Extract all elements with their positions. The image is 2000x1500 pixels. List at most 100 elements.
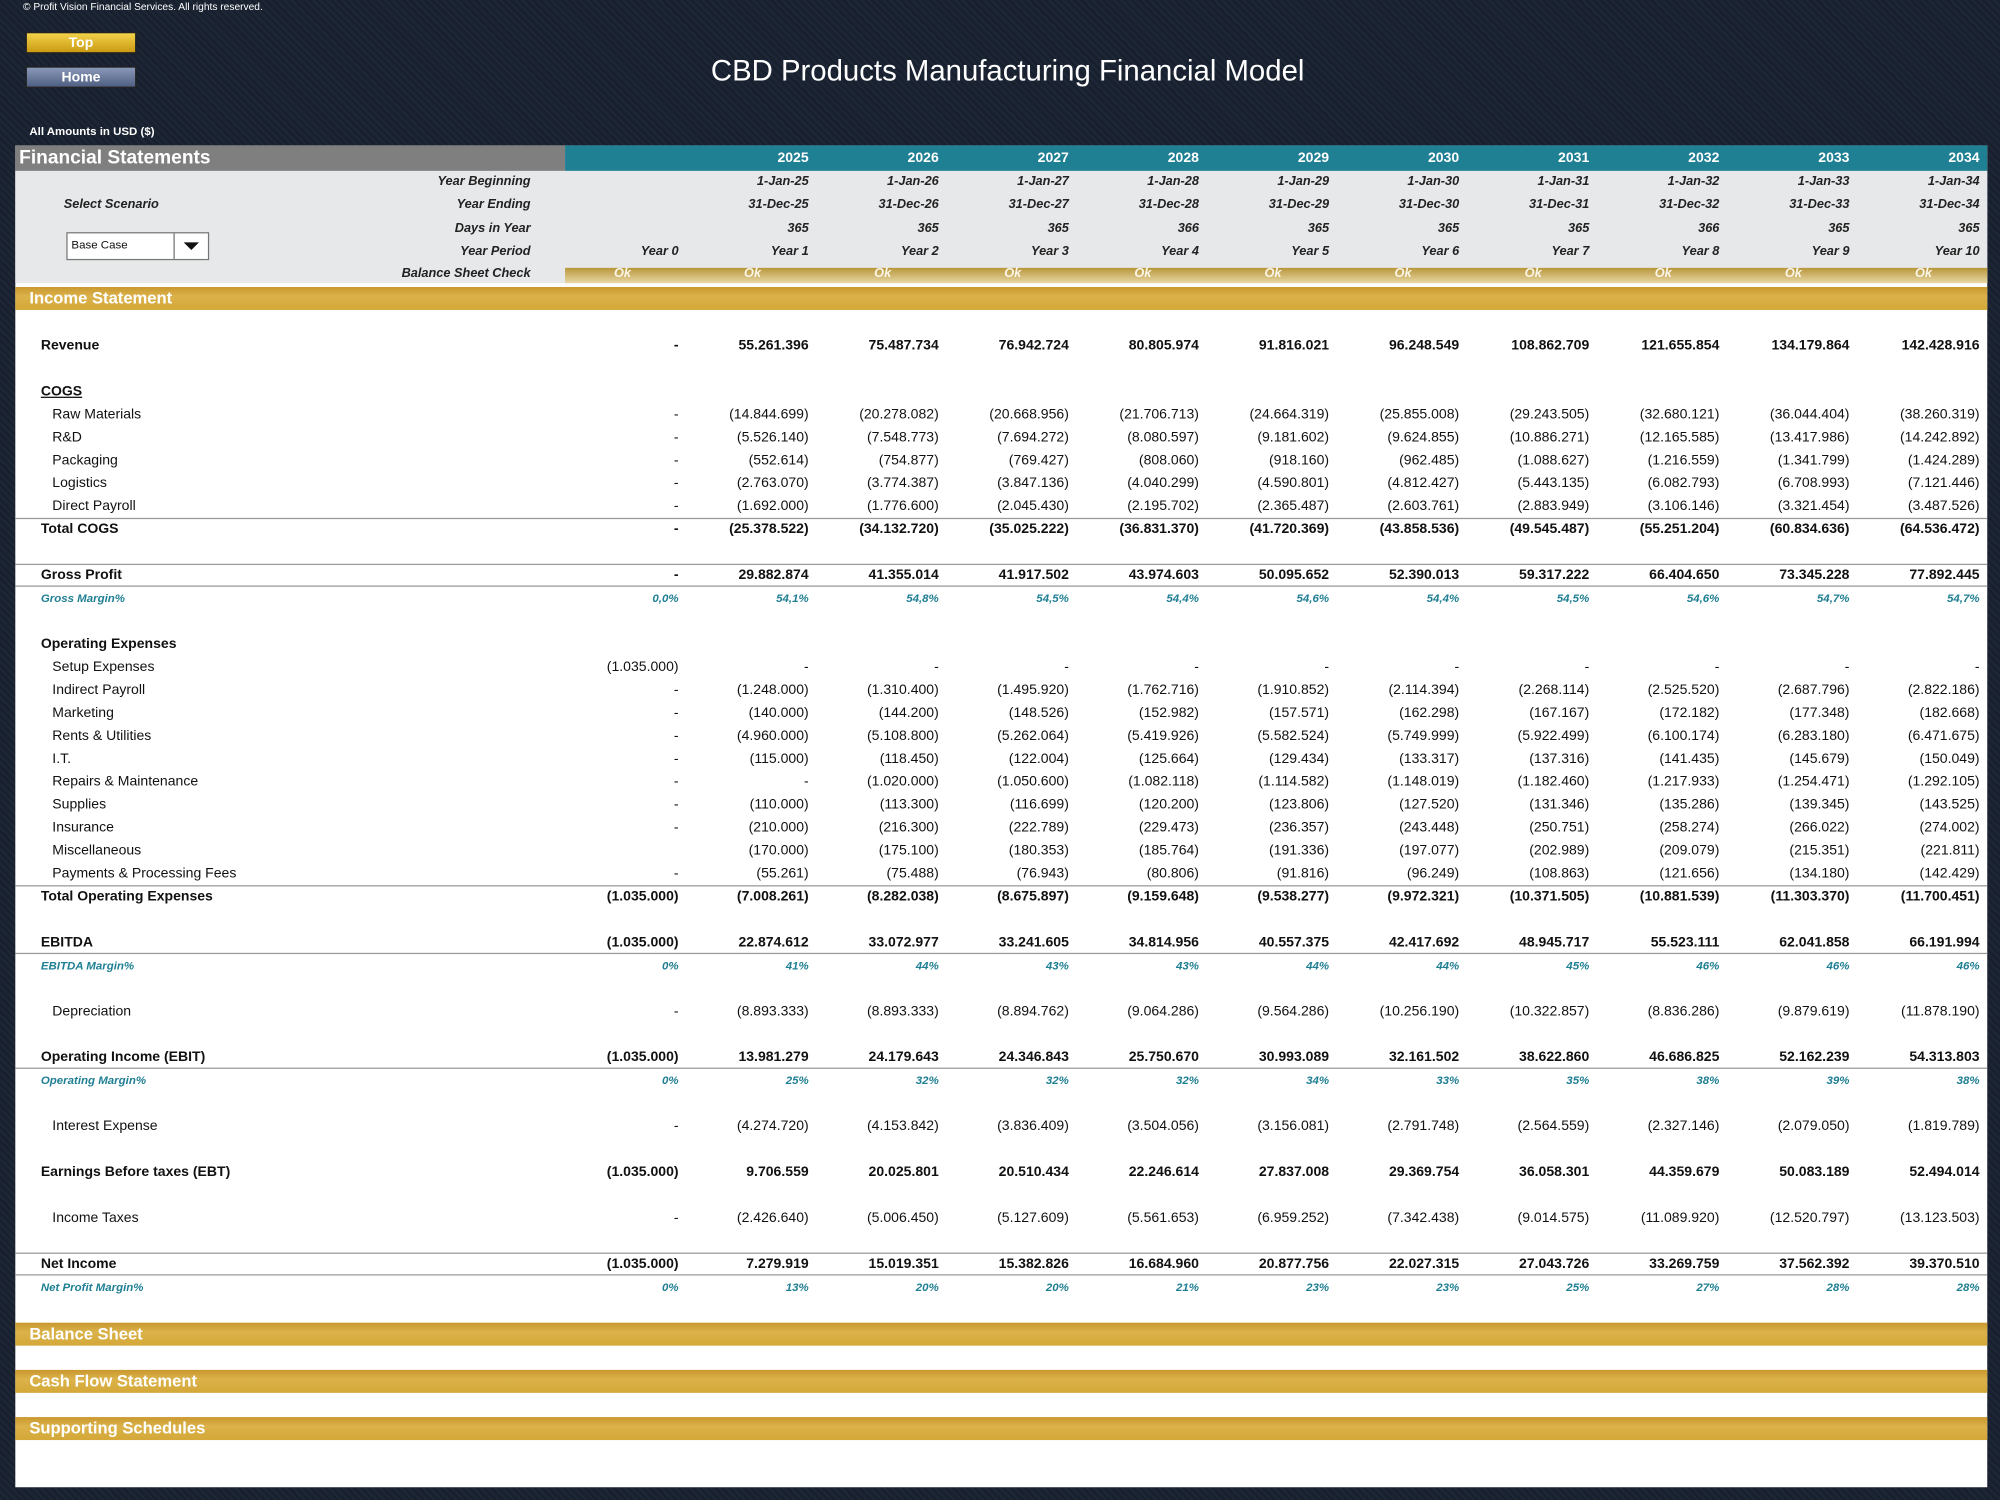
row-value: 15.019.351 xyxy=(868,1256,939,1272)
year-period: Year 4 xyxy=(1161,244,1199,259)
row-value: (5.443.135) xyxy=(1517,475,1590,492)
row-value: (5.526.140) xyxy=(736,429,809,446)
row-value: (1.341.799) xyxy=(1777,452,1850,469)
sheet xyxy=(15,145,1988,1488)
section-bar[interactable]: Supporting Schedules xyxy=(15,1417,1988,1441)
row-value: 44% xyxy=(1436,959,1460,972)
row-value: (1.035.000) xyxy=(606,934,679,951)
row-value: (8.675.897) xyxy=(997,889,1069,905)
row-value: (962.485) xyxy=(1399,452,1460,469)
income-statement-bar[interactable]: Income Statement xyxy=(15,286,1988,310)
row-value: - xyxy=(1324,659,1330,675)
row-value: (10.881.539) xyxy=(1639,889,1720,905)
section-bar[interactable]: Balance Sheet xyxy=(15,1322,1988,1346)
row-value: - xyxy=(1064,659,1069,675)
row-value: (1.254.471) xyxy=(1777,774,1850,790)
row-value: (1.148.019) xyxy=(1387,774,1460,790)
row-value: (135.286) xyxy=(1659,797,1720,813)
row-label: Net Profit Margin% xyxy=(40,1280,144,1294)
row-label: Earnings Before taxes (EBT) xyxy=(40,1164,231,1180)
year-header: 2032 xyxy=(1688,150,1720,166)
row-value: 54,1% xyxy=(776,591,809,605)
row-value: 54,4% xyxy=(1426,591,1460,605)
row-value: (80.806) xyxy=(1146,866,1199,882)
row-rule xyxy=(15,952,1988,955)
row-value: (11.878.190) xyxy=(1901,1003,1980,1020)
row-value: (34.132.720) xyxy=(859,521,939,537)
row-value: (11.700.451) xyxy=(1900,889,1980,905)
row-value: 32% xyxy=(915,1073,939,1087)
row-value: (1.424.289) xyxy=(1907,452,1980,469)
row-value: (808.060) xyxy=(1138,452,1199,469)
year-period: Year 2 xyxy=(900,244,939,259)
days: 365 xyxy=(1568,221,1590,236)
row-value: 50.083.189 xyxy=(1779,1164,1850,1180)
row-value: - xyxy=(673,406,679,423)
row-value: 25% xyxy=(785,1073,809,1087)
row-value: (6.283.180) xyxy=(1777,728,1850,744)
row-value: 59.317.222 xyxy=(1519,567,1590,583)
row-value: (4.812.427) xyxy=(1387,475,1460,492)
row-value: 34% xyxy=(1306,1073,1330,1087)
row-value: (229.473) xyxy=(1138,820,1199,836)
year-period: Year 8 xyxy=(1681,244,1720,259)
row-value: 54,5% xyxy=(1556,591,1590,605)
year-beginning: 1-Jan-32 xyxy=(1667,174,1720,189)
row-value: (2.791.748) xyxy=(1387,1118,1460,1134)
year-period: Year 10 xyxy=(1934,244,1980,259)
row-value: (250.751) xyxy=(1529,820,1590,836)
row-value: (2.327.146) xyxy=(1647,1118,1720,1134)
row-value: (167.167) xyxy=(1529,705,1590,721)
row-value: (7.121.446) xyxy=(1907,475,1980,492)
row-value: (157.571) xyxy=(1269,705,1330,721)
section-bar[interactable]: Cash Flow Statement xyxy=(15,1369,1988,1393)
balance-check: Ok xyxy=(1394,266,1412,281)
row-value: 121.655.854 xyxy=(1641,338,1720,354)
row-value: (131.346) xyxy=(1529,797,1590,813)
row-value: (9.624.855) xyxy=(1387,429,1460,446)
top-button[interactable]: Top xyxy=(25,31,137,54)
home-button[interactable]: Home xyxy=(25,66,137,89)
row-value: (222.789) xyxy=(1008,820,1069,836)
days: 366 xyxy=(1698,221,1720,236)
row-value: 36.058.301 xyxy=(1519,1164,1590,1180)
row-value: (96.249) xyxy=(1406,866,1460,882)
row-value: (25.378.522) xyxy=(729,521,809,537)
row-value: (1.217.933) xyxy=(1647,774,1720,790)
row-value: (41.720.369) xyxy=(1249,521,1330,537)
year-beginning: 1-Jan-25 xyxy=(756,174,809,189)
row-value: 55.523.111 xyxy=(1650,934,1720,951)
row-value: (129.434) xyxy=(1269,751,1330,767)
year-period: Year 3 xyxy=(1031,244,1069,259)
row-value: (118.450) xyxy=(879,751,939,767)
row-value: 20% xyxy=(915,1280,939,1294)
row-value: 25.750.670 xyxy=(1128,1049,1199,1066)
year-beginning: 1-Jan-28 xyxy=(1147,174,1199,189)
scenario-dropdown[interactable]: Base Case xyxy=(66,232,210,261)
days: 365 xyxy=(1047,221,1069,236)
year-header: 2028 xyxy=(1167,150,1199,166)
row-value: 41% xyxy=(785,959,809,972)
row-value: 54,6% xyxy=(1686,591,1720,605)
row-value: (1.082.118) xyxy=(1128,774,1199,790)
row-value: (2.603.761) xyxy=(1387,498,1460,515)
row-label: Payments & Processing Fees xyxy=(52,866,237,882)
row-value: - xyxy=(673,1003,679,1020)
row-value: 55.261.396 xyxy=(738,338,809,354)
row-label: Raw Materials xyxy=(52,406,142,423)
row-value: (43.858.536) xyxy=(1379,521,1460,537)
balance-check: Ok xyxy=(1264,266,1282,281)
row-value: 46% xyxy=(1696,959,1720,972)
year-ending: 31-Dec-25 xyxy=(748,197,809,212)
scenario-value: Base Case xyxy=(71,238,128,252)
days: 365 xyxy=(917,221,939,236)
row-value: (258.274) xyxy=(1659,820,1720,836)
row-value: (2.195.702) xyxy=(1127,498,1199,515)
row-value: (7.342.438) xyxy=(1387,1210,1460,1226)
row-value: (125.664) xyxy=(1138,751,1199,767)
row-value: 29.882.874 xyxy=(738,567,809,583)
row-value: (1.216.559) xyxy=(1647,452,1720,469)
currency-note: All Amounts in USD ($) xyxy=(29,124,155,138)
row-label: Interest Expense xyxy=(52,1118,158,1134)
